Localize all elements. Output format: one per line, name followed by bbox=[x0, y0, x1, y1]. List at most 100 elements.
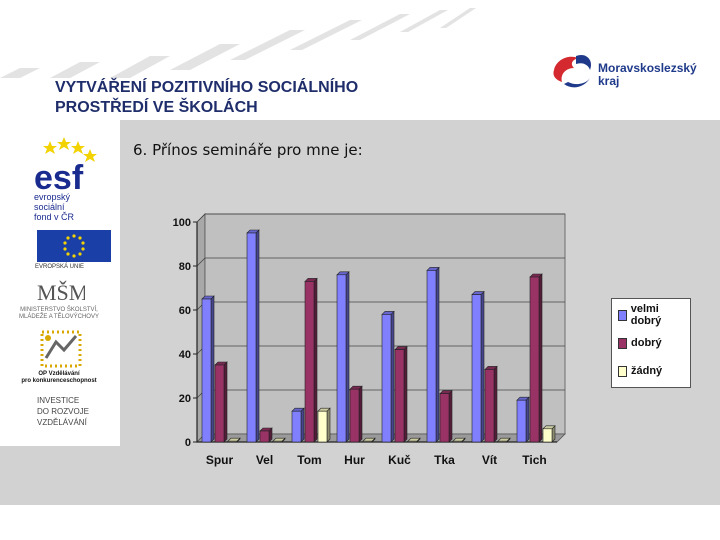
x-tick-label: Spur bbox=[206, 453, 234, 467]
page-title: VYTVÁŘENÍ POZITIVNÍHO SOCIÁLNÍHO PROSTŘE… bbox=[55, 78, 358, 118]
x-tick-label: Tom bbox=[297, 453, 321, 467]
bar bbox=[246, 232, 257, 443]
gridline-side bbox=[196, 213, 206, 223]
msmt-caption-line2: MLÁDEŽE A TĚLOVÝCHOVY bbox=[19, 314, 99, 320]
legend-item-dobry: dobrý bbox=[618, 333, 662, 353]
msmt-caption-line1: MINISTERSTVO ŠKOLSTVÍ, bbox=[20, 307, 98, 313]
decorative-stripes bbox=[0, 8, 476, 78]
slide-title: 6. Přínos semináře pro mne je: bbox=[133, 141, 363, 159]
page-title-line1: VYTVÁŘENÍ POZITIVNÍHO SOCIÁLNÍHO bbox=[55, 79, 359, 96]
bar bbox=[317, 410, 328, 443]
y-tick-label: 80 bbox=[179, 261, 191, 273]
bar bbox=[394, 349, 405, 443]
esf-caption-line2: sociální bbox=[34, 202, 65, 212]
op-caption: OP Vzdělávání pro konkurenceschopnost bbox=[14, 371, 104, 385]
legend-swatch bbox=[618, 309, 627, 321]
msmt-mark: MŠMT bbox=[37, 280, 85, 305]
slide-header: VYTVÁŘENÍ POZITIVNÍHO SOCIÁLNÍHO PROSTŘE… bbox=[0, 0, 720, 120]
bar-side bbox=[525, 396, 530, 443]
bar bbox=[362, 440, 373, 443]
investment-caption-line3: VZDĚLÁVÁNÍ bbox=[37, 418, 87, 427]
bar bbox=[336, 274, 347, 443]
page-title-line2: PROSTŘEDÍ VE ŠKOLÁCH bbox=[55, 99, 258, 116]
x-tick-label: Hur bbox=[344, 453, 365, 467]
x-tick-label: Vít bbox=[482, 453, 497, 467]
legend-swatch bbox=[618, 337, 627, 349]
footer-band bbox=[0, 446, 120, 505]
bar bbox=[497, 440, 508, 443]
esf-logo-icon: esf bbox=[34, 137, 97, 197]
region-logo: Moravskoslezský kraj bbox=[546, 48, 706, 98]
msmt-caption: MINISTERSTVO ŠKOLSTVÍ, MLÁDEŽE A TĚLOVÝC… bbox=[9, 307, 109, 321]
bar bbox=[407, 440, 418, 443]
bar-side bbox=[435, 266, 440, 443]
bar bbox=[201, 298, 212, 443]
bar bbox=[291, 410, 302, 443]
legend-label: dobrý bbox=[631, 337, 662, 349]
bar-chart: 0 20 40 60 80 100 Spur Vel Tom Hur Kuč Tka Vít Tich bbox=[173, 213, 566, 467]
legend-item-velmi-dobry: velmi dobrý bbox=[618, 303, 690, 327]
eu-flag-icon bbox=[37, 230, 111, 262]
bar-side bbox=[493, 365, 498, 443]
esf-caption-line1: evropský bbox=[34, 192, 71, 202]
x-tick-label: Vel bbox=[256, 453, 273, 467]
bar bbox=[439, 393, 450, 443]
region-logo-name-line2: kraj bbox=[598, 74, 620, 88]
bar-side bbox=[448, 389, 453, 443]
x-tick-label: Tich bbox=[522, 453, 546, 467]
bar bbox=[542, 428, 553, 443]
chart-legend: velmi dobrý dobrý žádný bbox=[611, 298, 691, 388]
legend-label: žádný bbox=[631, 365, 663, 377]
bar-side bbox=[255, 229, 260, 443]
region-logo-icon bbox=[553, 54, 592, 88]
bar-side bbox=[300, 407, 305, 443]
bar bbox=[381, 314, 392, 443]
y-tick-label: 100 bbox=[173, 217, 191, 229]
legend-label: velmi dobrý bbox=[630, 303, 662, 327]
y-tick-label: 60 bbox=[179, 305, 191, 317]
bar bbox=[349, 388, 360, 443]
bar-side bbox=[480, 290, 485, 443]
bar-side bbox=[326, 407, 331, 443]
bar-side bbox=[390, 310, 395, 443]
region-logo-name-line1: Moravskoslezský bbox=[598, 61, 697, 75]
x-tick-label: Kuč bbox=[388, 453, 411, 467]
y-tick-label: 20 bbox=[179, 393, 191, 405]
y-tick-label: 40 bbox=[179, 349, 191, 361]
bar bbox=[426, 270, 437, 443]
bar bbox=[452, 440, 463, 443]
eu-caption: EVROPSKÁ UNIE bbox=[35, 264, 85, 270]
y-tick-label: 0 bbox=[185, 437, 191, 449]
x-tick-label: Tka bbox=[434, 453, 455, 467]
bar bbox=[214, 364, 225, 443]
bar-side bbox=[345, 271, 350, 443]
investment-caption-line1: INVESTICE bbox=[37, 396, 80, 405]
gridline-side bbox=[196, 257, 206, 267]
esf-caption: evropský sociální fond v ČR bbox=[34, 192, 74, 222]
bar-side bbox=[403, 345, 408, 443]
legend-swatch bbox=[618, 365, 627, 377]
sidebar-logos bbox=[0, 120, 120, 446]
bar bbox=[227, 440, 238, 443]
bar bbox=[484, 369, 495, 443]
bar bbox=[259, 430, 270, 443]
op-caption-line1: OP Vzdělávání bbox=[38, 371, 80, 377]
esf-mark: esf bbox=[34, 159, 84, 197]
op-logo-icon bbox=[40, 330, 82, 368]
bar-side bbox=[210, 295, 215, 443]
bar bbox=[529, 276, 540, 443]
bar-side bbox=[358, 385, 363, 443]
investment-caption: INVESTICE DO ROZVOJE VZDĚLÁVÁNÍ bbox=[37, 395, 89, 428]
bar-side bbox=[223, 361, 228, 443]
op-caption-line2: pro konkurenceschopnost bbox=[21, 378, 97, 384]
legend-item-zadny: žádný bbox=[618, 361, 662, 381]
bar-side bbox=[538, 273, 543, 443]
msmt-logo-icon: MŠMT bbox=[37, 280, 85, 305]
bar bbox=[304, 281, 315, 443]
bar bbox=[272, 440, 283, 443]
esf-caption-line3: fond v ČR bbox=[34, 212, 75, 222]
bar bbox=[471, 294, 482, 443]
bar-side bbox=[313, 277, 318, 443]
investment-caption-line2: DO ROZVOJE bbox=[37, 407, 90, 416]
bar bbox=[516, 399, 527, 443]
